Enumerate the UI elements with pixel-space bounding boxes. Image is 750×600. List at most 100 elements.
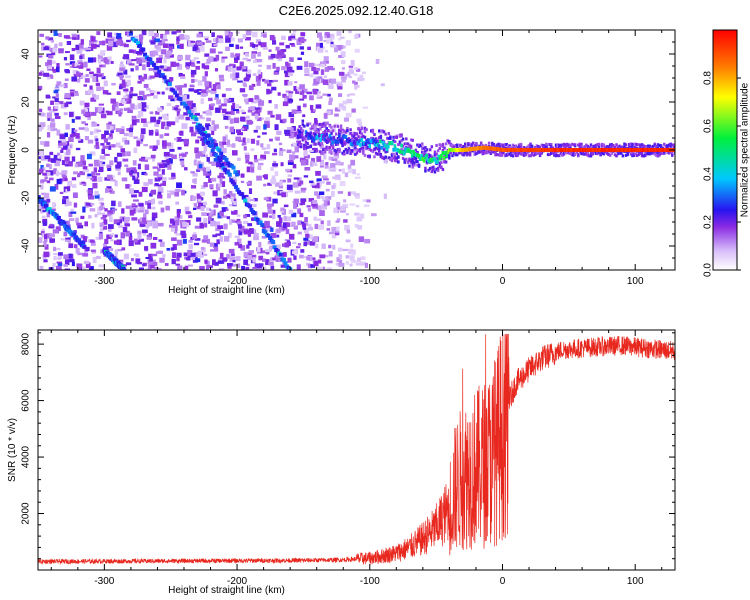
heatmap-cell — [225, 194, 232, 198]
ridge-halo-cell — [338, 150, 341, 154]
heatmap-cell — [354, 84, 358, 90]
ridge-halo-cell — [557, 145, 561, 149]
ridge-halo-cell — [481, 150, 485, 154]
ridge-halo-cell — [449, 151, 453, 155]
heatmap-cell — [95, 82, 100, 86]
ridge-cell — [568, 148, 572, 152]
ridge-cell — [535, 148, 539, 152]
heatmap-cell — [276, 54, 283, 59]
ridge-cell — [513, 148, 516, 152]
heatmap-cell — [185, 222, 189, 228]
heatmap-cell — [202, 75, 207, 82]
ridge-halo-cell — [411, 138, 414, 142]
heatmap-cell — [190, 69, 197, 75]
ridge-cell — [562, 148, 565, 152]
heatmap-cell — [163, 151, 170, 157]
heatmap-cell — [151, 217, 156, 221]
heatmap-cell — [184, 34, 190, 41]
heatmap-cell — [251, 53, 256, 58]
ridge-halo-cell — [304, 147, 308, 151]
ridge-halo-cell — [600, 142, 604, 146]
heatmap-cell — [140, 96, 146, 101]
heatmap-cell — [343, 199, 347, 203]
heatmap-cell — [334, 46, 339, 53]
heatmap-cell — [226, 144, 233, 148]
heatmap-cell — [307, 263, 313, 269]
ridge-cell — [594, 148, 597, 152]
heatmap-cell — [232, 109, 239, 112]
ridge-cell — [582, 148, 585, 152]
heatmap-cell — [46, 180, 51, 184]
heatmap-cell — [98, 40, 104, 46]
heatmap-cell — [52, 229, 59, 234]
heatmap-cell — [130, 87, 134, 92]
heatmap-cell — [303, 227, 309, 234]
ridge-halo-cell — [497, 153, 500, 157]
heatmap-cell — [332, 156, 339, 159]
heatmap-cell — [236, 66, 242, 71]
heatmap-cell — [197, 136, 202, 139]
heatmap-cell — [61, 139, 66, 144]
heatmap-cell — [253, 236, 260, 241]
heatmap-cell — [159, 241, 165, 247]
ridge-cell — [607, 148, 610, 152]
ridge-halo-cell — [580, 145, 583, 149]
heatmap-cell — [243, 78, 250, 82]
heatmap-cell — [227, 254, 233, 258]
heatmap-cell — [44, 155, 51, 160]
ridge-halo-cell — [449, 143, 453, 147]
heatmap-cell — [216, 35, 223, 38]
heatmap-cell — [148, 199, 153, 205]
heatmap-cell — [94, 194, 100, 199]
ridge-halo-cell — [306, 141, 309, 145]
ridge-cell — [315, 135, 318, 140]
heatmap-cell — [169, 148, 175, 152]
ridge-halo-cell — [519, 152, 523, 156]
heatmap-cell — [69, 258, 75, 263]
heatmap-cell — [200, 47, 205, 52]
heatmap-cell — [226, 253, 230, 259]
track-cell — [218, 158, 223, 163]
heatmap-cell — [54, 160, 60, 167]
heatmap-cell — [345, 40, 351, 46]
heatmap-cell — [138, 238, 145, 242]
heatmap-cell — [344, 224, 350, 231]
ridge-halo-cell — [666, 151, 669, 155]
ridge-halo-cell — [371, 141, 375, 145]
heatmap-cell — [319, 191, 325, 196]
track-cell — [128, 31, 133, 36]
heatmap-cell — [126, 79, 131, 86]
ridge-cell — [420, 154, 423, 159]
heatmap-cell — [267, 182, 272, 186]
heatmap-cell — [136, 58, 143, 64]
ridge-halo-cell — [473, 149, 477, 153]
ridge-halo-cell — [443, 159, 446, 163]
ridge-cell — [383, 142, 386, 147]
x-tick-label: 0 — [500, 276, 506, 287]
y-tick-label: 2000 — [21, 502, 32, 525]
ridge-cell — [357, 139, 361, 144]
heatmap-cell — [64, 203, 68, 207]
y-tick-label: 20 — [21, 96, 32, 108]
heatmap-cell — [313, 69, 319, 75]
heatmap-cell — [176, 136, 182, 142]
heatmap-cell — [218, 105, 222, 110]
heatmap-cell — [110, 175, 116, 178]
heatmap-cell — [118, 111, 122, 117]
heatmap-cell — [192, 130, 198, 134]
ridge-halo-cell — [575, 150, 578, 154]
ridge-halo-cell — [354, 132, 357, 136]
ridge-halo-cell — [559, 151, 563, 155]
heatmap-cell — [201, 63, 205, 69]
heatmap-cell — [56, 247, 61, 251]
heatmap-cell — [316, 218, 322, 221]
heatmap-cell — [138, 267, 145, 270]
heatmap-cell — [264, 220, 270, 227]
ridge-halo-cell — [672, 143, 675, 147]
heatmap-cell — [81, 121, 86, 124]
heatmap-cell — [190, 132, 197, 137]
heatmap-cell — [163, 115, 169, 121]
heatmap-cell — [65, 148, 71, 155]
heatmap-cell — [55, 93, 59, 98]
ridge-cell — [356, 141, 360, 146]
